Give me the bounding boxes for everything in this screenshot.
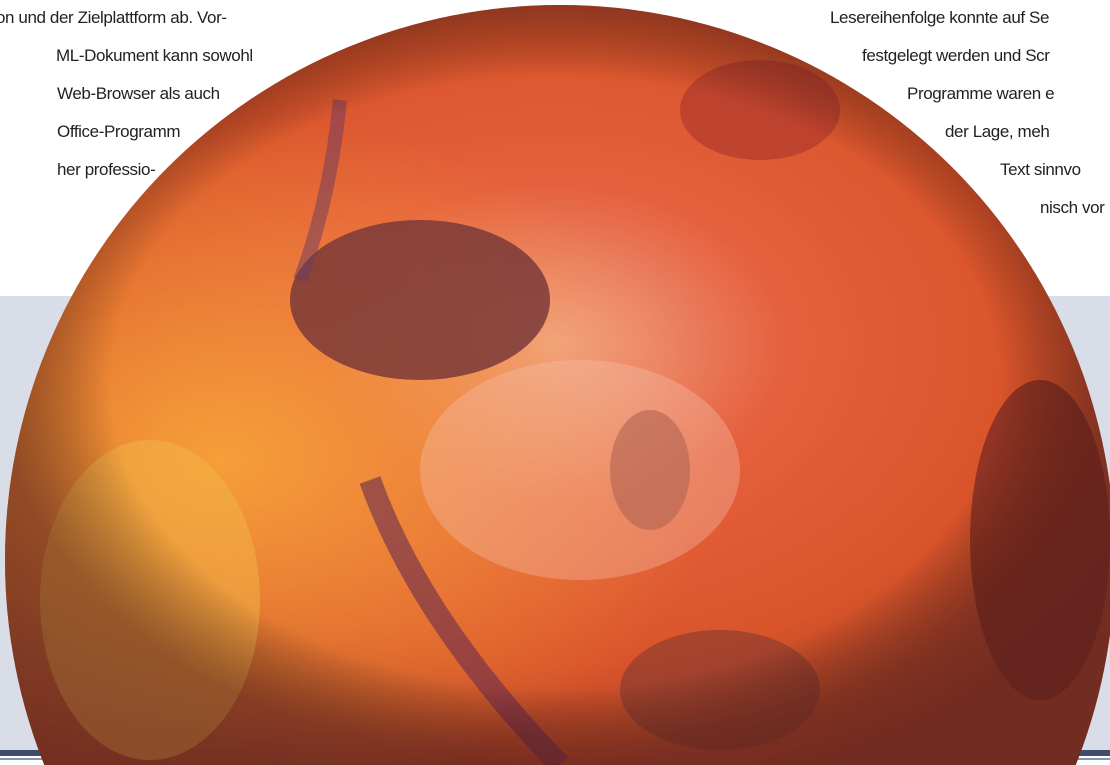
text-line: festgelegt werden und Scr (862, 46, 1050, 65)
text-line: Programme waren e (907, 84, 1055, 103)
text-line: der Lage, meh (945, 122, 1050, 141)
text-line: Office-Programm (57, 122, 181, 141)
text-line: her professio- (57, 160, 156, 179)
text-line: Lesereihenfolge konnte auf Se (830, 8, 1050, 27)
text-line: Web-Browser als auch (57, 84, 220, 103)
text-line: on und der Zielplattform ab. Vor- (0, 8, 227, 27)
text-line: Text sinnvo (1000, 160, 1081, 179)
text-line: ML-Dokument kann sowohl (56, 46, 253, 65)
text-line: nisch vor (1040, 198, 1105, 217)
